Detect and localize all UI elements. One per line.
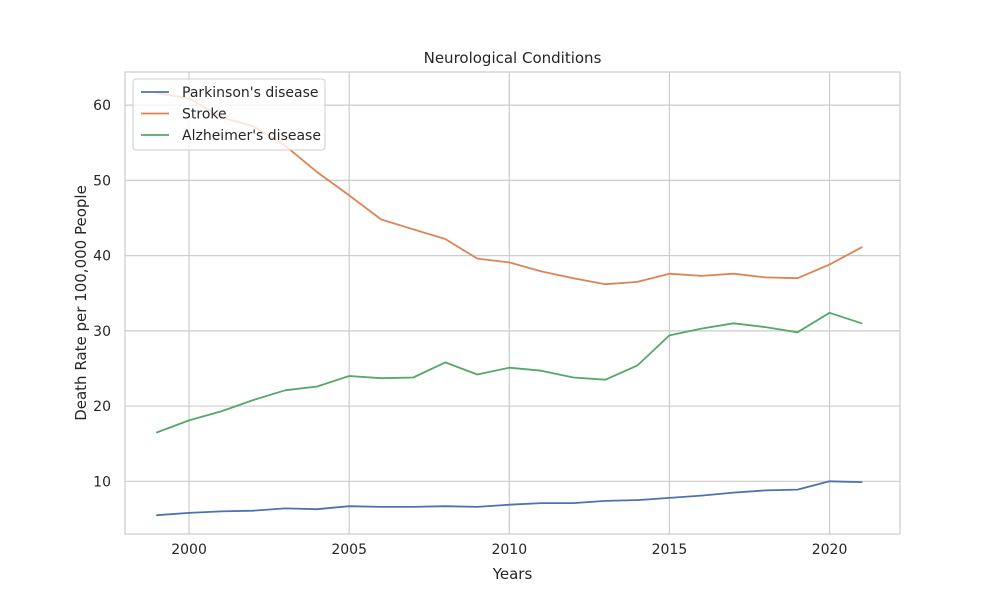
y-tick-label: 10 xyxy=(93,474,111,490)
x-tick-label: 2020 xyxy=(812,542,848,558)
grid xyxy=(125,72,900,534)
legend-label-stroke: Stroke xyxy=(182,107,227,123)
y-axis-ticks: 10 20 30 40 50 60 xyxy=(93,98,111,490)
series-line-parkinson-s-disease xyxy=(156,480,863,517)
y-tick-label: 40 xyxy=(93,249,111,265)
plot-frame xyxy=(124,71,901,535)
x-tick-label: 2010 xyxy=(491,542,527,558)
y-tick-label: 20 xyxy=(93,399,111,415)
y-tick-label: 50 xyxy=(93,173,111,189)
y-axis-title: Death Rate per 100,000 People xyxy=(72,185,90,421)
legend-label-alzheimer-s-disease: Alzheimer's disease xyxy=(182,128,321,144)
x-tick-label: 2015 xyxy=(652,542,688,558)
legend-box xyxy=(132,78,326,151)
legend-label-parkinson-s-disease: Parkinson's disease xyxy=(182,85,319,101)
series-line-alzheimer-s-disease xyxy=(156,311,863,434)
y-tick-label: 30 xyxy=(93,324,111,340)
chart-title: Neurological Conditions xyxy=(424,49,602,67)
x-tick-label: 2005 xyxy=(331,542,367,558)
x-axis-title: Years xyxy=(492,565,533,583)
x-tick-label: 2000 xyxy=(171,542,207,558)
x-axis-ticks: 2000 2005 2010 2015 2020 xyxy=(171,542,847,558)
y-tick-label: 60 xyxy=(93,98,111,114)
legend-items: Parkinson's disease Stroke Alzheimer's dis… xyxy=(141,85,321,144)
legend: Parkinson's disease Stroke Alzheimer's dis… xyxy=(132,78,326,151)
